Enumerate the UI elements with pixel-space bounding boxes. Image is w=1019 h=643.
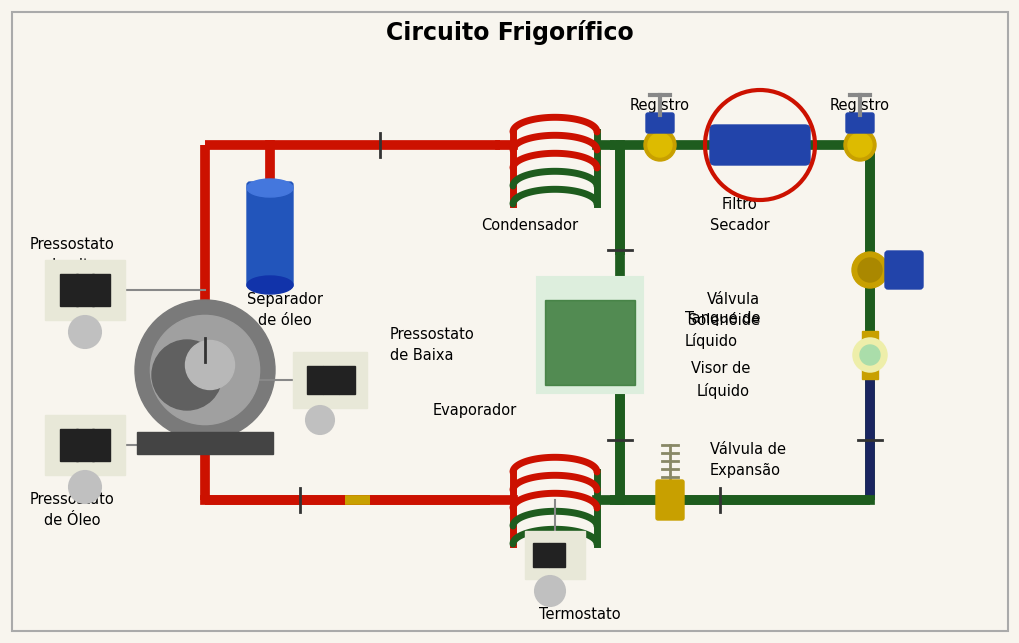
FancyBboxPatch shape [92, 274, 110, 306]
Circle shape [851, 252, 888, 288]
Text: Pressostato
de alta: Pressostato de alta [30, 237, 114, 273]
Circle shape [135, 300, 275, 440]
Circle shape [69, 316, 101, 348]
FancyBboxPatch shape [45, 260, 125, 320]
Text: Circuito Frigorífico: Circuito Frigorífico [386, 19, 633, 44]
Text: Registro: Registro [829, 98, 890, 113]
Text: Condensador: Condensador [481, 217, 578, 233]
Circle shape [185, 341, 234, 390]
Text: Válvula
Solenóide: Válvula Solenóide [688, 292, 759, 328]
Circle shape [69, 471, 101, 503]
Circle shape [843, 129, 875, 161]
Text: Evaporador: Evaporador [432, 403, 517, 417]
Text: Separador
de óleo: Separador de óleo [247, 292, 323, 328]
Text: Pressostato
de Baixa: Pressostato de Baixa [389, 327, 474, 363]
FancyBboxPatch shape [60, 429, 77, 461]
FancyBboxPatch shape [338, 366, 355, 394]
FancyBboxPatch shape [247, 182, 292, 288]
Text: Válvula de
Expansão: Válvula de Expansão [709, 442, 786, 478]
Text: Visor de
Líquido: Visor de Líquido [690, 361, 749, 399]
Circle shape [535, 576, 565, 606]
Circle shape [847, 133, 871, 157]
Text: Registro: Registro [630, 98, 689, 113]
Circle shape [859, 345, 879, 365]
Ellipse shape [247, 179, 292, 197]
Circle shape [643, 129, 676, 161]
FancyBboxPatch shape [12, 12, 1007, 631]
Circle shape [853, 339, 886, 371]
FancyBboxPatch shape [76, 274, 94, 306]
FancyBboxPatch shape [533, 543, 548, 567]
FancyBboxPatch shape [92, 429, 110, 461]
FancyBboxPatch shape [323, 366, 338, 394]
Text: Termostato: Termostato [539, 608, 621, 622]
FancyBboxPatch shape [60, 274, 77, 306]
FancyBboxPatch shape [525, 531, 585, 579]
FancyBboxPatch shape [861, 331, 877, 343]
Text: Tanque de
Líquido: Tanque de Líquido [685, 311, 760, 349]
FancyBboxPatch shape [76, 429, 94, 461]
Circle shape [152, 340, 222, 410]
FancyBboxPatch shape [861, 367, 877, 379]
FancyBboxPatch shape [45, 415, 125, 475]
FancyBboxPatch shape [307, 366, 323, 394]
FancyBboxPatch shape [845, 113, 873, 133]
FancyBboxPatch shape [645, 113, 674, 133]
FancyBboxPatch shape [709, 125, 809, 165]
Circle shape [306, 406, 333, 434]
Circle shape [150, 316, 260, 424]
FancyBboxPatch shape [548, 543, 565, 567]
Circle shape [647, 133, 672, 157]
Circle shape [857, 258, 881, 282]
Text: Pressostato
de Óleo: Pressostato de Óleo [30, 492, 114, 528]
FancyBboxPatch shape [137, 432, 273, 454]
FancyBboxPatch shape [884, 251, 922, 289]
FancyBboxPatch shape [536, 277, 642, 393]
FancyBboxPatch shape [292, 352, 367, 408]
Text: Filtro
Secador: Filtro Secador [709, 197, 769, 233]
Ellipse shape [247, 276, 292, 294]
FancyBboxPatch shape [655, 480, 684, 520]
FancyBboxPatch shape [544, 300, 635, 385]
